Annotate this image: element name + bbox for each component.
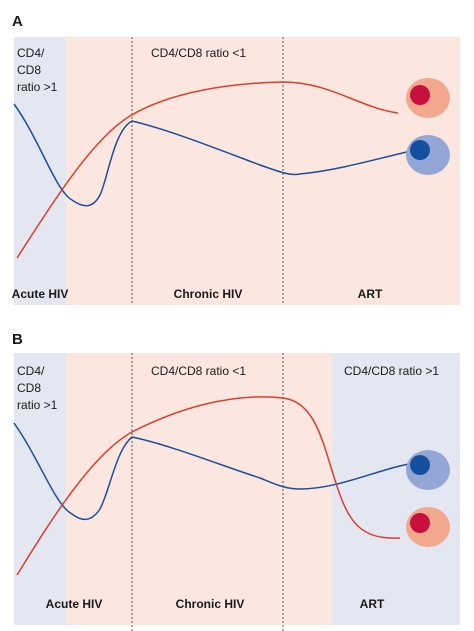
panel-b-ratio-left-line2: CD8	[17, 381, 41, 395]
panel-a-acute-region	[14, 37, 66, 305]
panel-b-art-region	[332, 353, 460, 625]
panel-a-phase-acute: Acute HIV	[12, 287, 69, 301]
panel-b-phase-chronic: Chronic HIV	[176, 597, 245, 611]
panel-a: A CD4/ CD8 ratio >1 CD4/CD8 ratio <1 Acu…	[12, 13, 460, 305]
panel-a-ratio-middle: CD4/CD8 ratio <1	[151, 46, 246, 60]
panel-b: B CD4/ CD8 ratio >1 CD4/CD8 ratio <1 CD4…	[12, 331, 460, 631]
panel-a-cd8-cell	[406, 135, 450, 175]
panel-a-cd8-line	[13, 103, 416, 207]
panel-a-ratio-left-line3: ratio >1	[17, 80, 58, 94]
panel-b-phase-acute: Acute HIV	[46, 597, 103, 611]
panel-a-letter: A	[12, 13, 23, 30]
panel-b-cd8-line	[13, 422, 416, 521]
panel-a-chronic-art-region	[66, 37, 460, 305]
panel-b-cd4-cell	[406, 507, 450, 547]
panel-a-ratio-left-line2: CD8	[17, 63, 41, 77]
panel-b-ratio-left-line1: CD4/	[17, 364, 45, 378]
panel-b-cd8-cell	[406, 450, 450, 490]
panel-a-cd4-cell	[406, 78, 450, 118]
panel-a-phase-chronic: Chronic HIV	[174, 287, 243, 301]
panel-b-phase-art: ART	[360, 597, 385, 611]
panel-b-cd4-line	[16, 396, 401, 576]
panel-a-ratio-left-line1: CD4/	[17, 46, 45, 60]
panel-a-cd4-line	[16, 81, 399, 259]
panel-b-ratio-right: CD4/CD8 ratio >1	[344, 364, 439, 378]
panel-b-letter: B	[12, 331, 23, 348]
panel-a-phase-art: ART	[358, 287, 383, 301]
panel-b-ratio-middle: CD4/CD8 ratio <1	[151, 364, 246, 378]
panel-b-ratio-left-line3: ratio >1	[17, 398, 58, 412]
panel-b-acute-region	[14, 353, 66, 625]
